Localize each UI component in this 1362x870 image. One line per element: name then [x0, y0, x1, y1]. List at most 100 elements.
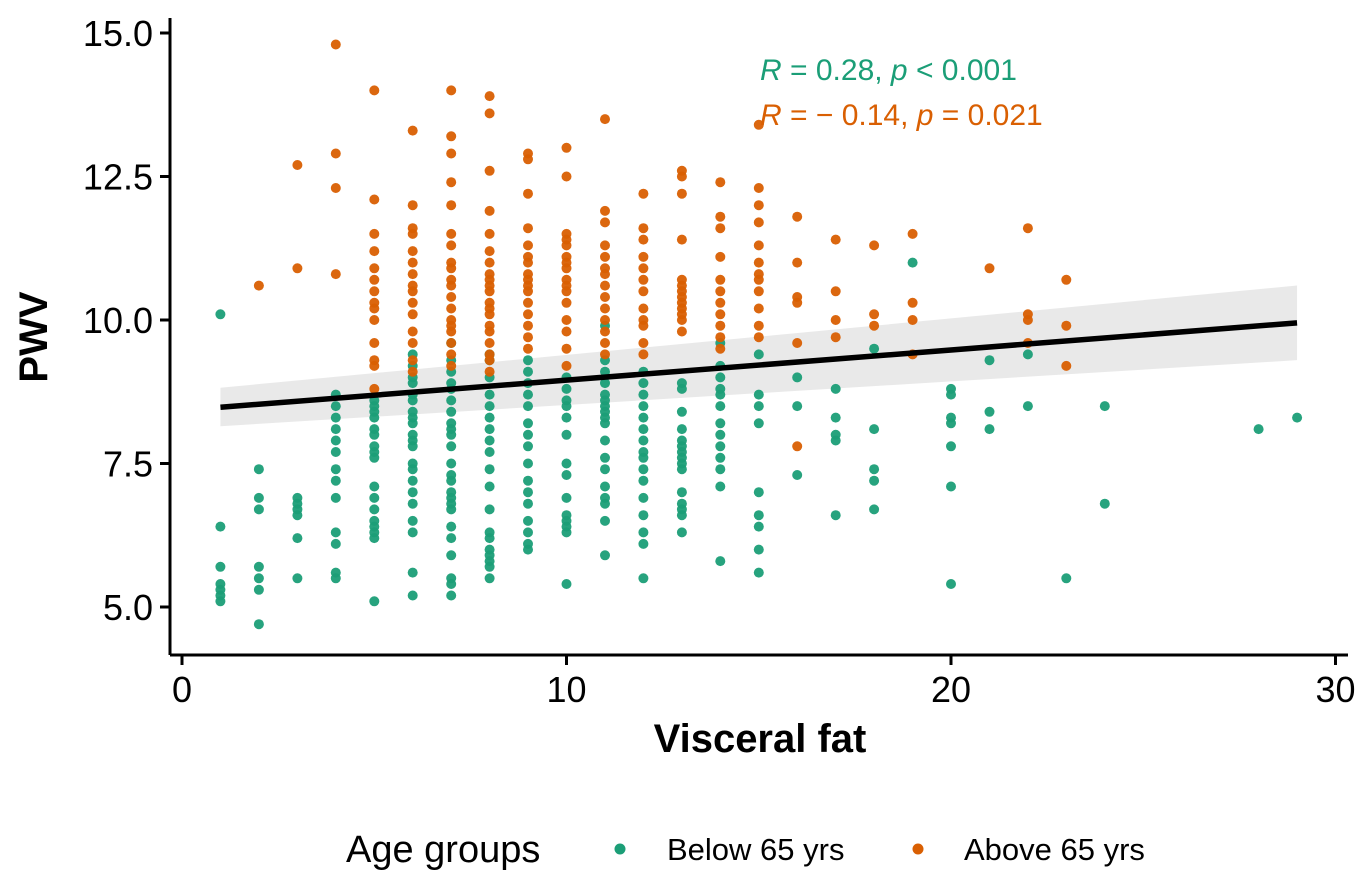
data-point	[600, 498, 610, 509]
y-tick-label: 12.5	[83, 157, 153, 198]
data-point	[715, 211, 726, 222]
data-point	[638, 510, 649, 521]
data-point	[830, 234, 841, 245]
data-point	[638, 223, 649, 234]
data-point	[446, 360, 457, 371]
data-point	[407, 395, 418, 406]
data-point	[523, 223, 533, 234]
data-point	[561, 470, 572, 480]
data-point	[753, 257, 764, 268]
data-point	[407, 228, 418, 239]
data-point	[638, 251, 649, 262]
data-point	[292, 533, 303, 544]
data-point	[753, 401, 764, 412]
data-point	[484, 355, 495, 366]
data-point	[907, 315, 918, 325]
data-point	[330, 183, 341, 193]
data-point	[600, 349, 610, 360]
data-point	[561, 458, 572, 469]
data-point	[753, 521, 764, 532]
data-point	[869, 464, 880, 475]
data-point	[446, 475, 457, 486]
data-point	[869, 504, 880, 515]
data-point	[753, 240, 764, 251]
data-point	[676, 464, 687, 475]
data-point	[1292, 412, 1303, 423]
data-point	[600, 378, 610, 389]
data-point	[638, 452, 649, 463]
data-point	[369, 412, 380, 423]
data-point	[715, 464, 726, 475]
data-point	[676, 171, 687, 182]
data-point	[523, 332, 533, 343]
data-point	[753, 332, 764, 343]
annotation-p-value: = 0.021	[933, 99, 1042, 132]
data-point	[407, 418, 418, 429]
data-point	[407, 475, 418, 486]
data-point	[446, 395, 457, 406]
data-point	[561, 343, 572, 354]
data-point	[446, 406, 457, 417]
x-tick-label: 20	[931, 669, 971, 710]
data-point	[407, 269, 418, 280]
data-point	[715, 343, 726, 354]
data-point	[446, 280, 457, 291]
data-point	[484, 326, 495, 337]
data-point	[792, 338, 803, 348]
data-point	[369, 452, 380, 463]
data-point	[292, 263, 303, 274]
data-point	[446, 504, 457, 515]
data-point	[369, 263, 380, 274]
data-point	[407, 527, 418, 538]
data-point	[984, 263, 995, 274]
data-point	[407, 355, 418, 366]
data-point	[369, 194, 380, 205]
data-point	[484, 573, 495, 584]
data-point	[561, 171, 572, 182]
data-point	[446, 200, 457, 211]
data-point	[869, 240, 880, 251]
data-point	[561, 326, 572, 337]
data-point	[484, 447, 495, 457]
data-point	[561, 240, 572, 251]
data-point	[600, 303, 610, 314]
data-point	[792, 372, 803, 383]
annotation-p-symbol: p	[890, 54, 908, 87]
data-point	[638, 527, 649, 538]
data-point	[676, 527, 687, 538]
data-point	[792, 257, 803, 268]
data-point	[753, 487, 764, 498]
data-point	[446, 263, 457, 274]
data-point	[792, 401, 803, 412]
data-point	[523, 527, 533, 538]
data-point	[253, 619, 264, 630]
data-point	[369, 596, 380, 607]
regression-line	[220, 320, 1298, 410]
data-point	[638, 234, 649, 245]
data-point	[600, 292, 610, 302]
data-point	[292, 573, 303, 584]
data-point	[484, 246, 495, 257]
data-point	[1061, 274, 1072, 285]
data-point	[523, 475, 533, 486]
data-point	[369, 429, 380, 440]
data-point	[600, 550, 610, 561]
data-point	[561, 429, 572, 440]
data-point	[638, 492, 649, 503]
data-point	[638, 464, 649, 475]
data-point	[369, 360, 380, 371]
data-point	[600, 515, 610, 526]
data-point	[946, 441, 956, 452]
data-point	[484, 504, 495, 515]
data-point	[484, 91, 495, 102]
data-point	[830, 510, 841, 521]
data-point	[369, 481, 380, 492]
data-point	[1022, 223, 1033, 234]
data-point	[1022, 315, 1033, 325]
data-point	[676, 424, 687, 435]
data-point	[561, 297, 572, 308]
data-point	[330, 492, 341, 503]
data-point	[369, 303, 380, 314]
data-point	[676, 383, 687, 394]
data-point	[253, 573, 264, 584]
